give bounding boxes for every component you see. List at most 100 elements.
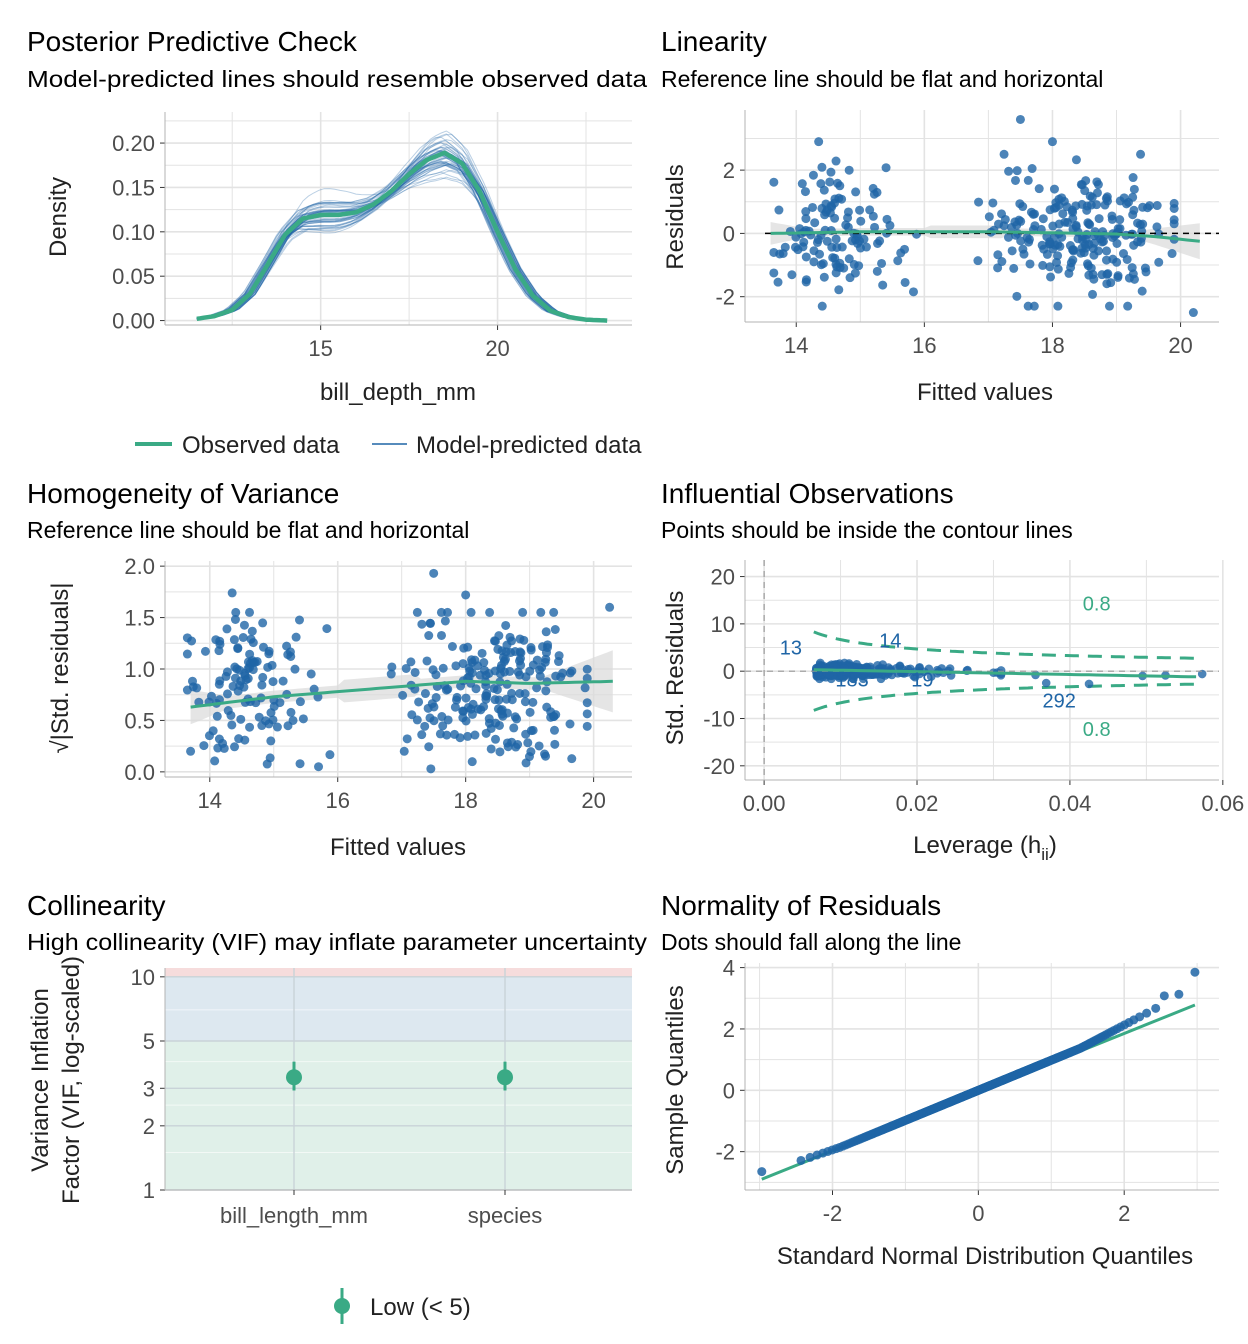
vif-point	[497, 1069, 513, 1086]
scale-location-point	[526, 726, 536, 736]
residual-point	[1101, 193, 1111, 203]
scale-location-point	[199, 741, 209, 751]
x-tick-label: bill_length_mm	[220, 1203, 368, 1228]
scale-location-point	[502, 738, 512, 748]
y-tick-label: -2	[715, 285, 735, 310]
residual-point	[1027, 164, 1037, 174]
scale-location-point	[536, 607, 546, 617]
scale-location-point	[215, 676, 225, 686]
ppc-model-predicted-lines	[196, 130, 606, 322]
scale-location-point	[528, 697, 538, 707]
scale-location-point	[443, 684, 453, 694]
scale-location-point	[401, 663, 411, 673]
scale-location-point	[526, 643, 536, 653]
residual-point	[1135, 220, 1145, 230]
scale-location-point	[222, 624, 232, 634]
scale-location-point	[208, 726, 218, 736]
residual-point	[1102, 279, 1112, 289]
residual-point	[1030, 221, 1040, 231]
influence-axes: 0.00 0.02 0.04 0.06 -20 -10 0 10 20	[703, 560, 1244, 816]
residual-point	[1152, 201, 1162, 211]
legend-label-low: Low (< 5)	[370, 1294, 471, 1321]
residual-point	[1098, 236, 1108, 246]
model-predicted-line	[196, 176, 606, 321]
residual-point	[1053, 301, 1063, 311]
residual-point	[1034, 184, 1044, 194]
y-tick-label: 0.00	[112, 309, 155, 334]
y-tick-label: 0.20	[112, 131, 155, 156]
model-predicted-line	[196, 136, 606, 322]
influence-point	[1084, 679, 1094, 689]
vif-point	[286, 1069, 302, 1086]
residual-point	[973, 256, 983, 266]
scale-location-point	[406, 657, 416, 667]
scale-location-point	[223, 689, 233, 699]
residual-point	[825, 177, 835, 187]
scale-location-point	[582, 709, 592, 719]
scale-location-point	[510, 647, 520, 657]
residual-point	[877, 258, 887, 268]
residual-point	[808, 170, 818, 180]
model-predicted-line	[196, 147, 606, 322]
residual-point	[868, 183, 878, 193]
qq-point	[1142, 1008, 1152, 1018]
residual-point	[1038, 260, 1048, 270]
residual-point	[769, 268, 779, 278]
scale-location-point	[186, 746, 196, 756]
residual-point	[801, 207, 811, 217]
residual-point	[1097, 270, 1107, 280]
scale-location-point	[248, 638, 258, 648]
collinearity-y-axis-label-line-1: Variance Inflation	[27, 988, 54, 1172]
linearity-residual-points	[769, 114, 1198, 318]
residual-point	[1154, 257, 1164, 267]
scale-location-point	[386, 669, 396, 679]
residual-point	[1029, 301, 1039, 311]
influence-cook-contours	[813, 630, 1200, 712]
residual-point	[1080, 240, 1090, 250]
residual-point	[873, 238, 883, 248]
x-tick-label: 0.02	[896, 791, 939, 816]
scale-location-point	[420, 721, 430, 731]
collinearity-y-axis-label: Variance Inflation Factor (VIF, log-scale…	[27, 956, 85, 1204]
residual-point	[1046, 272, 1056, 282]
scale-location-point	[306, 669, 316, 679]
scale-location-point	[412, 715, 422, 725]
scale-location-point	[230, 742, 240, 752]
residual-point	[843, 222, 853, 232]
y-tick-label: 0.10	[112, 220, 155, 245]
scale-location-point	[546, 712, 556, 722]
scale-location-point	[451, 661, 461, 671]
residual-point	[1010, 175, 1020, 185]
residual-point	[1118, 249, 1128, 259]
scale-location-point	[417, 619, 427, 629]
influence-lines	[745, 560, 1219, 780]
residual-point	[1071, 201, 1081, 211]
scale-location-point	[501, 620, 511, 630]
residual-point	[1052, 257, 1062, 267]
ppc-title: Posterior Predictive Check	[27, 26, 358, 57]
qq-point	[757, 1167, 767, 1177]
ppc-grid	[165, 112, 632, 325]
scale-location-point	[490, 636, 500, 646]
y-tick-label: 1.5	[124, 606, 155, 631]
scale-location-point	[424, 631, 434, 641]
scale-location-point	[447, 642, 457, 652]
scale-location-point	[481, 728, 491, 738]
y-tick-label: 2	[723, 1017, 735, 1042]
scale-location-point	[268, 715, 278, 725]
scale-location-point	[549, 725, 559, 735]
residual-point	[1129, 184, 1139, 194]
y-tick-label: 10	[131, 965, 155, 990]
residual-point	[817, 162, 827, 172]
model-predicted-line	[196, 169, 606, 321]
y-tick-label: -10	[703, 706, 735, 731]
scale-location-point	[398, 690, 408, 700]
residual-point	[1082, 201, 1092, 211]
collinearity-subtitle: High collinearity (VIF) may inflate para…	[27, 929, 648, 955]
model-predicted-line	[196, 130, 606, 321]
residual-point	[1104, 301, 1114, 311]
scale-location-point	[295, 697, 305, 707]
scale-location-point	[226, 710, 236, 720]
scale-location-point	[219, 743, 229, 753]
scale-location-point	[541, 686, 551, 696]
